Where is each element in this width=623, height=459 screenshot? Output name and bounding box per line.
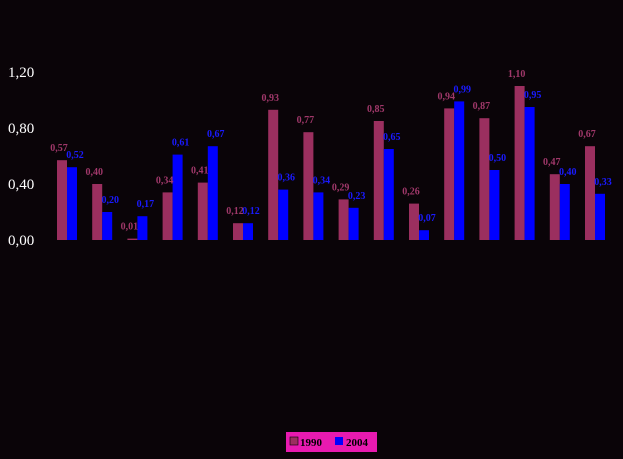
legend-label-2004: 2004 — [346, 437, 369, 449]
bar-1990 — [444, 108, 455, 241]
data-label-1990: 0,47 — [543, 157, 561, 168]
bar-2004 — [595, 193, 605, 240]
data-label-1990: 0,41 — [191, 166, 209, 177]
bar-1990 — [127, 238, 138, 240]
bar-2004 — [102, 212, 113, 240]
data-label-2004: 0,61 — [172, 138, 190, 149]
legend-swatch-1990 — [289, 436, 299, 446]
y-tick-label: 0,00 — [8, 233, 34, 249]
data-label-2004: 0,17 — [137, 199, 155, 210]
y-tick-label: 0,40 — [8, 177, 34, 193]
data-label-1990: 0,94 — [437, 91, 455, 102]
data-label-1990: 0,40 — [85, 167, 103, 178]
bar-2004 — [559, 184, 570, 240]
bar-2004 — [489, 170, 500, 240]
bar-1990 — [409, 203, 419, 240]
data-label-2004: 0,34 — [313, 175, 331, 186]
bar-2004 — [348, 207, 359, 240]
data-label-2004: 0,99 — [453, 84, 471, 95]
bar-1990 — [514, 86, 525, 240]
data-label-1990: 0,34 — [156, 175, 174, 186]
data-label-2004: 0,12 — [242, 206, 260, 217]
legend: 1990 2004 — [286, 432, 377, 452]
data-label-1990: 1,10 — [508, 69, 526, 80]
data-label-1990: 0,85 — [367, 104, 385, 115]
bar-1990 — [338, 199, 349, 240]
data-label-1990: 0,01 — [121, 222, 139, 233]
bar-1990 — [233, 223, 243, 240]
bar-1990 — [92, 184, 103, 240]
data-label-2004: 0,36 — [277, 173, 295, 184]
y-tick-label: 1,20 — [8, 65, 34, 81]
bar-2004 — [524, 107, 535, 240]
bar-2004 — [207, 146, 218, 240]
legend-box — [286, 432, 377, 452]
data-label-1990: 0,87 — [473, 101, 491, 112]
data-label-2004: 0,67 — [207, 129, 225, 140]
bars — [57, 86, 605, 241]
bar-2004 — [243, 223, 253, 240]
data-label-1990: 0,12 — [226, 206, 244, 217]
bar-1990 — [585, 146, 595, 240]
bar-2004 — [67, 167, 77, 240]
bar-1990 — [162, 192, 173, 240]
bar-1990 — [197, 182, 208, 240]
bar-1990 — [479, 118, 490, 240]
data-label-1990: 0,77 — [297, 115, 315, 126]
data-label-2004: 0,20 — [101, 195, 119, 206]
data-label-2004: 0,95 — [524, 90, 542, 101]
legend-label-1990: 1990 — [300, 437, 323, 449]
data-label-2004: 0,52 — [66, 150, 84, 161]
data-label-1990: 0,57 — [50, 143, 68, 154]
bar-2004 — [172, 154, 183, 240]
bar-2004 — [383, 149, 394, 240]
bar-2004 — [313, 192, 324, 240]
data-label-2004: 0,50 — [489, 153, 507, 164]
data-label-2004: 0,23 — [348, 191, 366, 202]
bar-2004 — [278, 189, 289, 240]
data-label-1990: 0,26 — [402, 187, 420, 198]
data-label-1990: 0,29 — [332, 182, 350, 193]
y-tick-label: 0,80 — [8, 121, 34, 137]
bar-1990 — [57, 160, 67, 240]
data-label-1990: 0,67 — [578, 129, 596, 140]
bar-1990 — [549, 174, 560, 240]
data-label-2004: 0,65 — [383, 132, 401, 143]
bar-2004 — [419, 230, 429, 240]
bar-1990 — [268, 109, 279, 240]
value-labels: 0,57 0,40 0,01 0,34 0,41 0,12 0,93 0,77 0,29 0,85… — [50, 69, 612, 233]
data-label-2004: 0,07 — [418, 213, 436, 224]
bar-2004 — [137, 216, 148, 240]
bar-2004 — [454, 101, 465, 241]
bar-1990 — [373, 121, 384, 240]
data-label-1990: 0,93 — [261, 93, 279, 104]
y-axis: 0,00 0,40 0,80 1,20 — [8, 65, 34, 249]
data-label-2004: 0,40 — [559, 167, 577, 178]
data-label-2004: 0,33 — [594, 177, 612, 188]
bar-1990 — [303, 132, 314, 240]
legend-swatch-2004 — [335, 437, 343, 445]
